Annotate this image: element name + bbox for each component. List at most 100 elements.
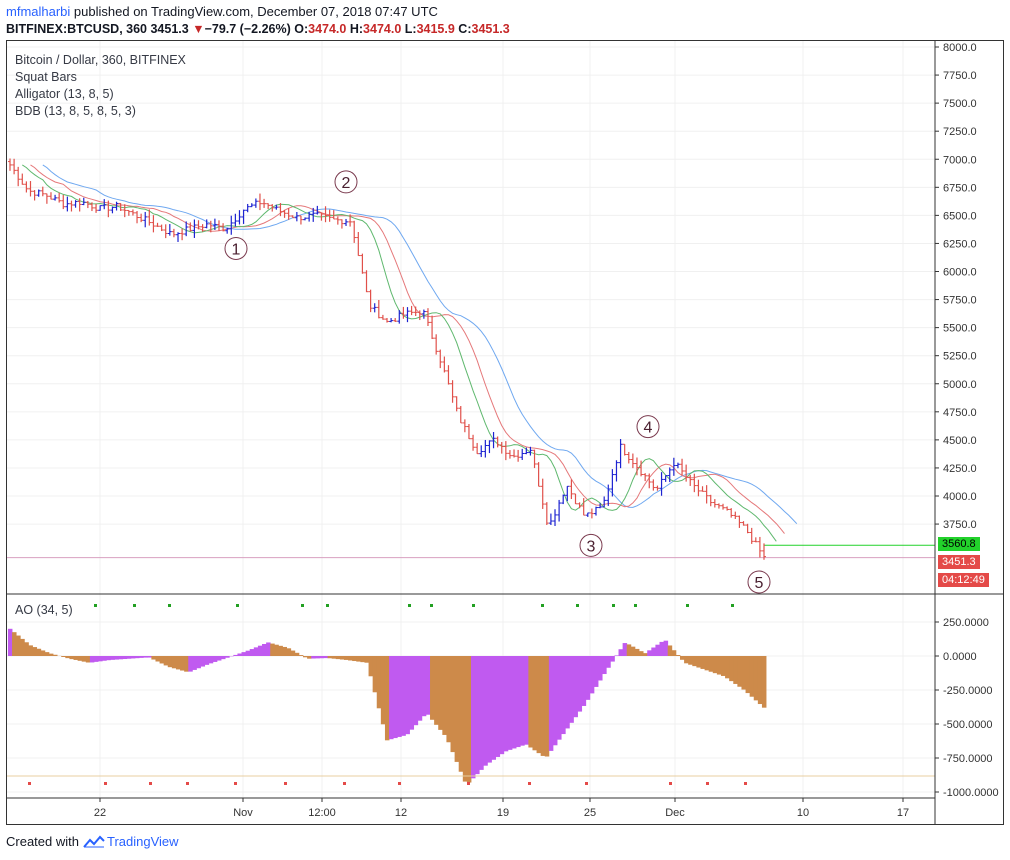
ao-bar — [343, 656, 349, 660]
ao-bar — [286, 648, 292, 656]
fractal-dot-up — [731, 604, 734, 607]
ao-bar — [614, 655, 619, 656]
fractal-dot-up — [612, 604, 615, 607]
ao-bar — [102, 656, 107, 661]
ao-bar — [704, 656, 710, 671]
ao-bar — [700, 656, 705, 669]
ao-bar — [7, 628, 13, 656]
ao-bar — [147, 656, 152, 658]
fractal-dot-down — [585, 782, 588, 785]
ao-bar — [733, 656, 738, 684]
ao-bar — [524, 656, 529, 745]
ao-bar — [577, 656, 583, 712]
ao-bar — [368, 656, 374, 677]
time-tick-label: 19 — [497, 807, 509, 819]
ao-tick-label: 250.0000 — [943, 617, 989, 629]
ao-bar — [110, 656, 115, 660]
price-tick-label: 3750.0 — [943, 519, 977, 531]
time-tick-label: 12:00 — [308, 807, 336, 819]
ao-bar — [348, 656, 353, 661]
ao-bar — [397, 656, 402, 737]
created-with-label: Created with — [6, 834, 79, 849]
ao-bar — [561, 656, 566, 735]
ao-bar — [618, 649, 624, 656]
legend-item-squat-bars[interactable]: Squat Bars — [15, 70, 77, 84]
ao-bar — [663, 640, 669, 656]
ao-bar — [647, 650, 652, 656]
wave-circle — [579, 533, 603, 557]
ao-legend[interactable]: AO (34, 5) — [15, 603, 73, 617]
time-tick-label: Nov — [233, 807, 253, 819]
ao-bar — [180, 656, 185, 671]
ao-bar — [32, 647, 38, 656]
alligator-lines — [7, 164, 935, 559]
price-tick-label: 7500.0 — [943, 98, 977, 110]
author-name[interactable]: mfmalharbi — [6, 4, 71, 19]
ao-bar — [257, 645, 263, 656]
ao-bar — [626, 644, 632, 656]
ao-bar — [20, 638, 25, 656]
close-value: 3451.3 — [471, 22, 510, 36]
ao-bar — [77, 656, 83, 661]
ao-bar — [380, 656, 386, 725]
symbol-interval: BITFINEX:BTCUSD, 360 — [6, 22, 147, 36]
ao-bar — [200, 656, 206, 667]
price-tick-label: 6750.0 — [943, 182, 977, 194]
ao-bar — [339, 656, 345, 660]
ao-bar — [69, 656, 74, 660]
ao-bar — [274, 644, 279, 656]
wave-circle — [636, 415, 660, 439]
ao-tick-label: 0.0000 — [943, 651, 977, 663]
ao-bar — [360, 656, 365, 663]
ao-tick-label: -1000.0000 — [943, 787, 999, 799]
ao-bar — [450, 656, 456, 753]
last-price: 3451.3 — [150, 22, 189, 36]
ao-bar — [499, 656, 505, 755]
ao-bar — [438, 656, 443, 730]
ao-bar — [294, 652, 300, 656]
ao-bar — [430, 656, 435, 720]
ao-bar — [184, 656, 189, 672]
ao-bar — [327, 656, 333, 659]
fractal-dot-up — [94, 604, 97, 607]
ao-bar — [302, 656, 308, 658]
wave-label: 2 — [342, 175, 351, 192]
publish-info: mfmalharbi published on TradingView.com,… — [6, 4, 438, 19]
ao-bar — [425, 656, 431, 715]
ao-bar — [282, 646, 288, 656]
ao-bar — [589, 656, 595, 694]
ao-bar — [479, 656, 484, 770]
ao-bar — [737, 656, 742, 687]
ao-bar — [53, 654, 58, 656]
ao-bar — [507, 656, 513, 750]
ao-bar — [118, 656, 124, 660]
ao-bar — [757, 656, 763, 705]
fractal-dot-down — [744, 782, 747, 785]
ao-bar — [639, 651, 644, 656]
ao-bar — [122, 656, 128, 660]
ao-bar — [442, 656, 447, 735]
legend-item-alligator[interactable]: Alligator (13, 8, 5) — [15, 87, 114, 101]
ao-bar — [495, 656, 501, 757]
price-tick-label: 7250.0 — [943, 126, 977, 138]
ao-bar — [192, 656, 197, 670]
ao-bar — [278, 645, 283, 656]
ao-bar — [585, 656, 591, 700]
ao-bar — [458, 656, 464, 772]
ao-bar — [315, 656, 320, 659]
ao-bar — [696, 656, 701, 668]
footer: Created with TradingView — [6, 834, 179, 849]
legend-item-bdb[interactable]: BDB (13, 8, 5, 8, 5, 3) — [15, 104, 136, 118]
ao-bar — [241, 652, 247, 656]
ao-bar — [610, 656, 615, 662]
time-tick-label: 12 — [395, 807, 407, 819]
ao-bar — [466, 656, 472, 783]
ao-bar — [155, 656, 160, 662]
tradingview-brand[interactable]: TradingView — [83, 834, 179, 849]
ao-bar — [401, 656, 406, 736]
ao-bar — [290, 650, 296, 656]
ao-bar — [372, 656, 378, 693]
brand-name[interactable]: TradingView — [106, 834, 179, 849]
ao-bar — [16, 635, 21, 656]
